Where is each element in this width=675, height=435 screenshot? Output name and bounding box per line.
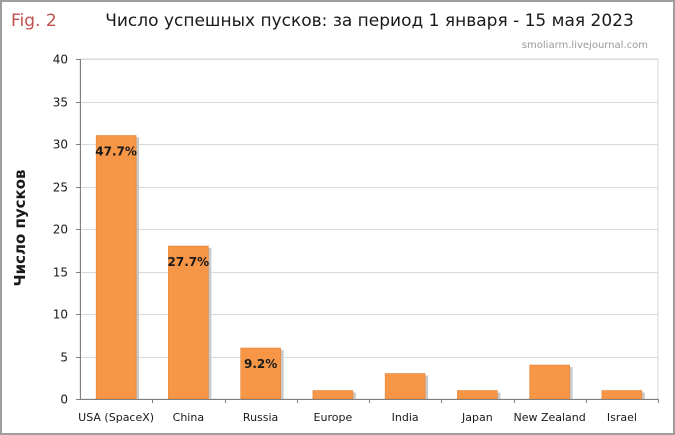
x-tick-label: Russia	[243, 411, 278, 424]
y-tick-label: 40	[53, 53, 68, 67]
gridlines	[79, 58, 659, 400]
y-tick-labels: 0 5 10 15 20 25 30 35 40	[53, 53, 68, 407]
y-tick-label: 35	[53, 96, 68, 110]
axes	[76, 59, 659, 403]
y-tick-label: 5	[60, 351, 68, 365]
x-tick-label: Japan	[461, 411, 493, 424]
x-tick-label: USA (SpaceX)	[78, 411, 154, 424]
x-tick-label: New Zealand	[513, 411, 585, 424]
source-credit: smoliarm.livejournal.com	[521, 40, 648, 51]
bar	[457, 390, 498, 400]
bar	[601, 390, 643, 400]
x-tick-label: Israel	[607, 411, 637, 424]
x-tick-label: China	[173, 411, 204, 424]
bar	[384, 373, 426, 400]
y-tick-label: 20	[53, 223, 68, 237]
y-tick-label: 0	[60, 393, 68, 407]
bars: 47.7% 27.7% 9.2%	[95, 135, 645, 400]
y-tick-label: 25	[53, 181, 68, 195]
data-label: 9.2%	[244, 357, 277, 371]
bar	[529, 364, 570, 400]
y-tick-label: 15	[53, 266, 68, 280]
data-label: 47.7%	[95, 145, 137, 159]
data-label: 27.7%	[168, 255, 210, 269]
y-tick-label: 30	[53, 138, 68, 152]
y-tick-label: 10	[53, 308, 68, 322]
figure-label: Fig. 2	[11, 11, 57, 31]
bar	[95, 135, 137, 400]
bar	[312, 390, 354, 400]
bar	[168, 245, 209, 400]
bar	[240, 347, 281, 400]
x-tick-labels: USA (SpaceX) China Russia Europe India Japan N…	[78, 411, 637, 424]
x-tick-label: India	[392, 411, 419, 424]
chart-title: Число успешных пусков: за период 1 январ…	[105, 11, 634, 31]
x-tick-label: Europe	[314, 411, 353, 424]
